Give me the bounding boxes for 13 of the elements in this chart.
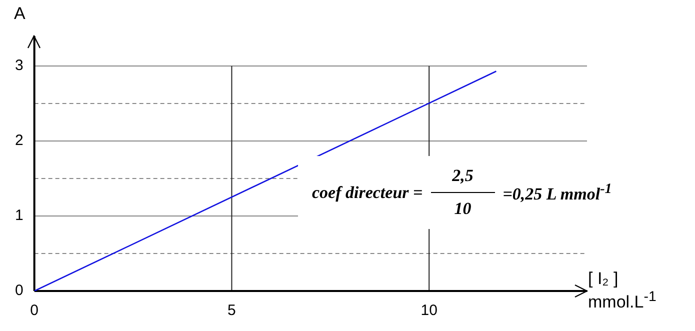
y-tick-label: 3: [15, 57, 24, 74]
x-axis-title: [ I₂ ] mmol.L$^{-1}$: [588, 269, 656, 312]
x-tick-label: 10: [420, 302, 438, 320]
y-tick-label: 0: [15, 282, 24, 300]
x-tick-label: 0: [30, 302, 39, 320]
x-tick-label: 5: [228, 302, 236, 320]
annotation: 10: [454, 198, 472, 219]
annotation: =0,25 L mmol$^{-1}$: [502, 180, 612, 204]
y-tick-label: 1: [15, 207, 24, 224]
y-axis-title: A: [14, 4, 26, 24]
y-tick-label: 2: [15, 132, 24, 150]
annotation: coef directeur =: [312, 182, 423, 202]
annotation: 2,5: [430, 166, 495, 193]
